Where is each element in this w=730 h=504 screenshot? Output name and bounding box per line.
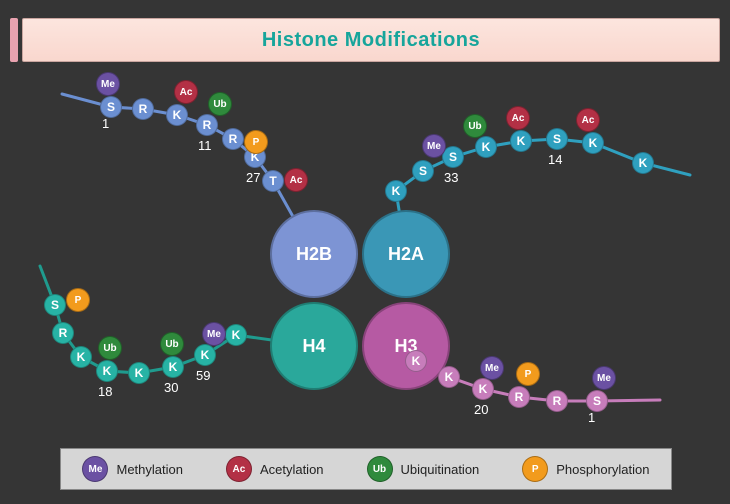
legend-item-me: Me Methylation: [82, 456, 182, 482]
title-banner: Histone Modifications: [22, 18, 720, 62]
residue: S: [546, 128, 568, 150]
mark-p: P: [244, 130, 268, 154]
residue: K: [194, 344, 216, 366]
mark-me: Me: [592, 366, 616, 390]
residue: K: [475, 136, 497, 158]
residue: K: [438, 366, 460, 388]
legend-label: Acetylation: [260, 462, 324, 477]
legend-label: Phosphorylation: [556, 462, 649, 477]
residue: K: [225, 324, 247, 346]
residue: K: [128, 362, 150, 384]
position-label: 30: [164, 380, 178, 395]
position-label: 20: [474, 402, 488, 417]
residue: R: [196, 114, 218, 136]
residue: R: [132, 98, 154, 120]
mark-ub: Ub: [208, 92, 232, 116]
legend-label: Methylation: [116, 462, 182, 477]
title-bar: Histone Modifications: [10, 18, 720, 62]
residue: S: [586, 390, 608, 412]
legend-item-p: P Phosphorylation: [522, 456, 649, 482]
residue: K: [385, 180, 407, 202]
residue: K: [96, 360, 118, 382]
residue: T: [262, 170, 284, 192]
position-label: 33: [444, 170, 458, 185]
legend-item-ub: Ub Ubiquitination: [367, 456, 480, 482]
position-label: 1: [588, 410, 595, 425]
residue: K: [166, 104, 188, 126]
residue: K: [70, 346, 92, 368]
mark-ub: Ub: [160, 332, 184, 356]
mark-ac: Ac: [174, 80, 198, 104]
mark-ub: Ub: [98, 336, 122, 360]
residue: S: [44, 294, 66, 316]
position-label: 11: [198, 138, 212, 153]
residue: K: [632, 152, 654, 174]
mark-me: Me: [480, 356, 504, 380]
legend-dot: Me: [82, 456, 108, 482]
position-label: 18: [98, 384, 112, 399]
title-accent: [10, 18, 18, 62]
legend: Me Methylation Ac Acetylation Ub Ubiquitinati…: [60, 448, 672, 490]
position-label: 1: [102, 116, 109, 131]
residue: R: [52, 322, 74, 344]
histone-core-h2a: H2A: [362, 210, 450, 298]
legend-dot: Ub: [367, 456, 393, 482]
mark-p: P: [66, 288, 90, 312]
mark-ac: Ac: [284, 168, 308, 192]
mark-ac: Ac: [576, 108, 600, 132]
position-label: 59: [196, 368, 210, 383]
histone-core-h2b: H2B: [270, 210, 358, 298]
residue: K: [405, 350, 427, 372]
mark-ub: Ub: [463, 114, 487, 138]
legend-item-ac: Ac Acetylation: [226, 456, 324, 482]
legend-dot: P: [522, 456, 548, 482]
mark-p: P: [516, 362, 540, 386]
histone-core-h4: H4: [270, 302, 358, 390]
position-label: 14: [548, 152, 562, 167]
mark-me: Me: [202, 322, 226, 346]
residue: R: [222, 128, 244, 150]
mark-me: Me: [96, 72, 120, 96]
residue: S: [100, 96, 122, 118]
residue: R: [546, 390, 568, 412]
diagram-stage: Histone Modifications H2BH2AH4H3TAcK27RP…: [0, 0, 730, 504]
residue: S: [412, 160, 434, 182]
mark-ac: Ac: [506, 106, 530, 130]
residue: K: [582, 132, 604, 154]
residue: K: [162, 356, 184, 378]
mark-me: Me: [422, 134, 446, 158]
legend-dot: Ac: [226, 456, 252, 482]
position-label: 27: [246, 170, 260, 185]
histone-core-h3: H3: [362, 302, 450, 390]
residue: K: [472, 378, 494, 400]
residue: R: [508, 386, 530, 408]
residue: K: [510, 130, 532, 152]
legend-label: Ubiquitination: [401, 462, 480, 477]
title-text: Histone Modifications: [262, 29, 480, 52]
